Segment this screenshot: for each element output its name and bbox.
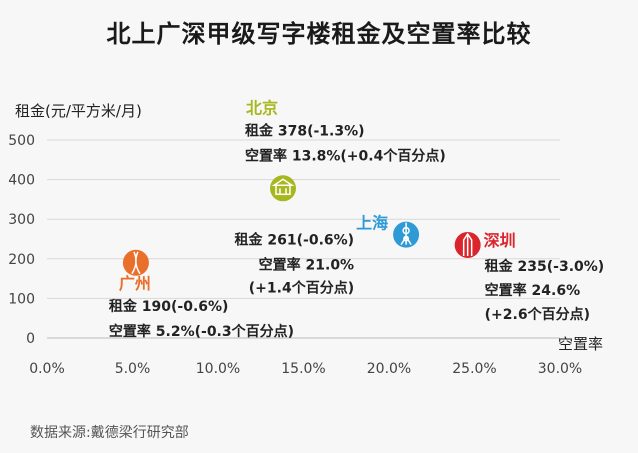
data-label: 租金 190(-0.6%): [109, 298, 229, 315]
data-label: 空置率 13.8%(+0.4个百分点): [245, 147, 446, 164]
city-label: 深圳: [484, 231, 516, 250]
tower-leg: [400, 236, 407, 246]
data-label: 空置率 5.2%(-0.3个百分点): [109, 323, 294, 340]
y-tick-label: 200: [8, 252, 35, 268]
data-label: (+1.4个百分点): [249, 280, 354, 297]
data-label: (+2.6个百分点): [485, 306, 590, 323]
x-tick-label: 30.0%: [538, 361, 582, 377]
data-label: 空置率 21.0%: [259, 257, 354, 274]
pearl-shape: [402, 226, 410, 235]
data-label: 租金 378(-1.3%): [245, 122, 365, 139]
x-axis-label: 空置率: [558, 335, 603, 353]
tower-shape: [131, 251, 141, 275]
pearl-shape: [403, 235, 410, 242]
city-label: 北京: [246, 98, 278, 117]
x-tick-label: 5.0%: [115, 361, 151, 377]
data-label: 空置率 24.6%: [485, 282, 580, 299]
x-tick-label: 10.0%: [196, 361, 240, 377]
y-axis-label: 租金(元/平方米/月): [15, 102, 142, 120]
source-note: 数据来源:戴德梁行研究部: [30, 425, 189, 441]
x-tick-label: 25.0%: [452, 361, 496, 377]
data-label: 租金 235(-3.0%): [485, 258, 605, 275]
city-label: 上海: [356, 214, 388, 233]
gate-shape: [275, 184, 291, 196]
y-tick-label: 400: [8, 173, 35, 189]
x-tick-label: 20.0%: [367, 361, 411, 377]
y-tick-label: 500: [8, 133, 35, 149]
data-label: 租金 261(-0.6%): [235, 232, 355, 249]
x-tick-label: 15.0%: [281, 361, 325, 377]
y-tick-label: 0: [26, 331, 35, 347]
y-tick-label: 300: [8, 212, 35, 228]
tower-leg: [405, 236, 412, 246]
y-tick-label: 100: [8, 291, 35, 307]
chart-title: 北上广深甲级写字楼租金及空置率比较: [106, 20, 532, 48]
city-label: 广州: [119, 274, 151, 293]
x-tick-label: 0.0%: [29, 361, 65, 377]
